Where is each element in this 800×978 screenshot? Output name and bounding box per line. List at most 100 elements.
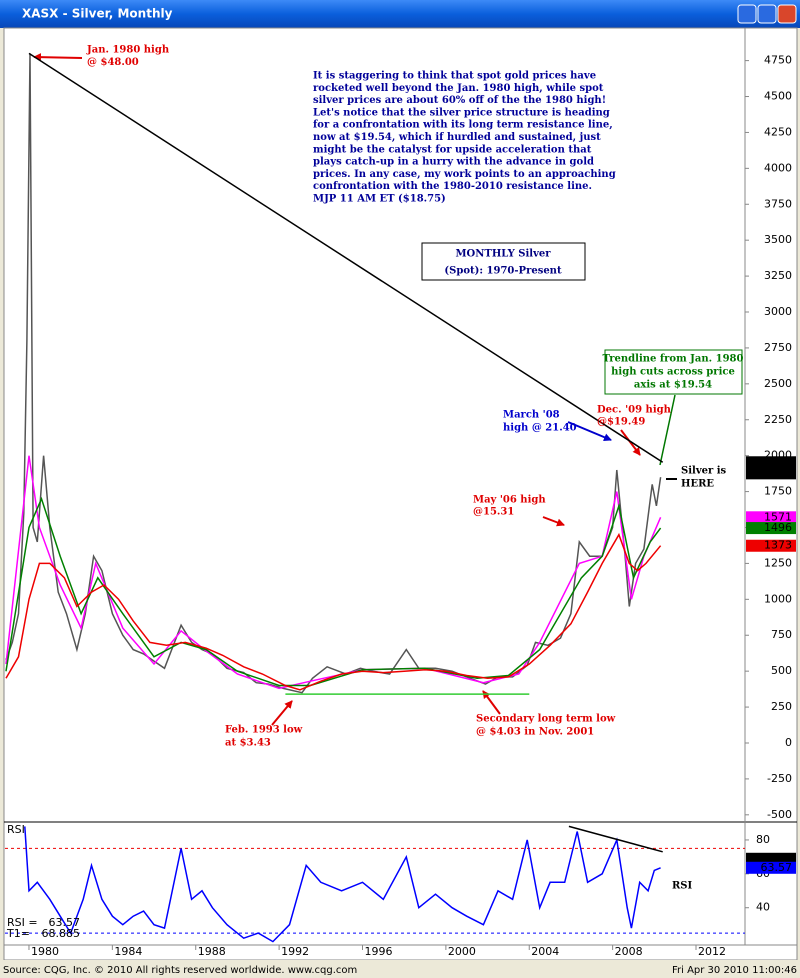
readout-value: 63.57: [49, 916, 81, 929]
readout-value: 68.885: [42, 927, 81, 940]
y-tick-label: 2750: [764, 341, 792, 354]
y-tick-label: 4000: [764, 161, 792, 174]
readout-label: RSI =: [7, 916, 38, 929]
price-label: 1496: [764, 521, 792, 534]
y-tick-label: 4500: [764, 90, 792, 103]
price-label: 1571: [764, 510, 792, 523]
price-label: 1954: [764, 455, 792, 468]
series-line: [5, 53, 662, 694]
annotation: @ $4.03 in Nov. 2001: [476, 727, 594, 738]
annotation: Dec. '09 high: [597, 405, 672, 416]
footer-source: Source: CQG, Inc. © 2010 All rights rese…: [3, 965, 357, 976]
annotation: It is staggering to think that spot gold…: [313, 71, 596, 82]
readout-label: T1=: [6, 927, 30, 940]
annotation: Secondary long term low: [476, 714, 616, 725]
annotation: MONTHLY Silver: [455, 249, 551, 260]
x-tick-label: 1996: [364, 945, 392, 958]
y-tick-label: 500: [771, 664, 792, 677]
annotation: plays catch-up in a hurry with the advan…: [313, 157, 594, 168]
annotation: rocketed well beyond the Jan. 1980 high,…: [313, 83, 604, 94]
annotation: prices. In any case, my work points to a…: [313, 169, 616, 180]
y-tick-label: 1250: [764, 556, 792, 569]
arrow: [659, 394, 676, 466]
y-tick-label: 3500: [764, 233, 792, 246]
y-tick-label: 250: [771, 700, 792, 713]
annotation: March '08: [503, 410, 560, 421]
annotation: Silver is: [681, 466, 727, 477]
y-tick-label: 0: [785, 736, 792, 749]
x-tick-label: 2012: [698, 945, 726, 958]
x-tick-label: 2004: [531, 945, 559, 958]
annotation: silver prices are about 60% off of the t…: [313, 95, 606, 106]
price-label-box: [746, 511, 796, 524]
annotation: high cuts across price: [611, 367, 735, 378]
y-tick-label: 4750: [764, 54, 792, 67]
annotation: confrontation with the 1980-2010 resista…: [313, 181, 592, 192]
annotation: now at $19.54, which if hurdled and sust…: [313, 132, 601, 143]
y-tick-label: 4250: [764, 125, 792, 138]
annotation: for a confrontation with its long term r…: [313, 120, 613, 131]
series-line: [24, 826, 661, 943]
annotation: Trendline from Jan. 1980: [603, 354, 744, 365]
rsi-annotation: RSI: [672, 881, 693, 892]
y-tick-label: 750: [771, 628, 792, 641]
x-tick-label: 1988: [198, 945, 226, 958]
annotation: @ $48.00: [87, 57, 139, 68]
price-label: 1373: [764, 539, 792, 552]
annotation: May '06 high: [473, 495, 546, 506]
series-line: [5, 532, 662, 691]
annotation: @15.31: [473, 507, 514, 518]
title-bar: [0, 0, 800, 28]
annotation: @$19.49: [597, 417, 645, 428]
arrow: [542, 516, 565, 527]
price-label-box: [746, 522, 796, 535]
maximize-button[interactable]: [757, 4, 777, 24]
note-box: [604, 349, 743, 395]
price-label-box: [746, 539, 796, 552]
series-line: [5, 496, 662, 687]
x-tick-label: 2008: [615, 945, 643, 958]
arrow: [567, 421, 612, 441]
x-tick-label: 1984: [114, 945, 142, 958]
chart-area: [3, 27, 798, 961]
arrow: [620, 429, 641, 456]
y-tick-label: 3750: [764, 197, 792, 210]
annotation: Feb. 1993 low: [225, 725, 303, 736]
y-tick-label: 1750: [764, 485, 792, 498]
y-tick-label: 3000: [764, 305, 792, 318]
x-tick-label: 1992: [281, 945, 309, 958]
window-title: XASX - Silver, Monthly: [22, 7, 173, 21]
series-line: [568, 825, 663, 853]
y-tick-label: 1000: [764, 592, 792, 605]
rsi-label: 63.57: [761, 861, 793, 874]
y-tick-label: 2500: [764, 377, 792, 390]
minimize-button[interactable]: [737, 4, 757, 24]
status-bar: [0, 960, 800, 978]
y-tick-label: 80: [756, 833, 770, 846]
y-tick-label: -250: [767, 772, 792, 785]
annotation: HERE: [681, 479, 714, 490]
x-tick-label: 1980: [31, 945, 59, 958]
x-tick-label: 2000: [448, 945, 476, 958]
annotation: (Spot): 1970-Present: [444, 266, 562, 277]
rsi-label-box: [746, 861, 796, 874]
y-tick-label: 3250: [764, 269, 792, 282]
arrow: [271, 700, 293, 726]
series-line: [28, 52, 664, 463]
price-label: 1877: [764, 466, 792, 479]
annotation: might be the catalyst for upside acceler…: [313, 144, 592, 155]
annotation: Jan. 1980 high: [86, 45, 170, 56]
rsi-label: 68.88: [761, 852, 793, 865]
annotation: Let's notice that the silver price struc…: [313, 107, 610, 118]
y-tick-label: -500: [767, 808, 792, 821]
y-tick-label: 40: [756, 901, 770, 914]
close-button[interactable]: [777, 4, 797, 24]
annotation: axis at $19.54: [634, 380, 712, 391]
annotation: MJP 11 AM ET ($18.75): [313, 194, 446, 205]
rsi-title: RSI: [7, 823, 25, 836]
annotation: at $3.43: [225, 738, 271, 749]
arrow: [33, 53, 83, 62]
y-tick-label: 2250: [764, 413, 792, 426]
